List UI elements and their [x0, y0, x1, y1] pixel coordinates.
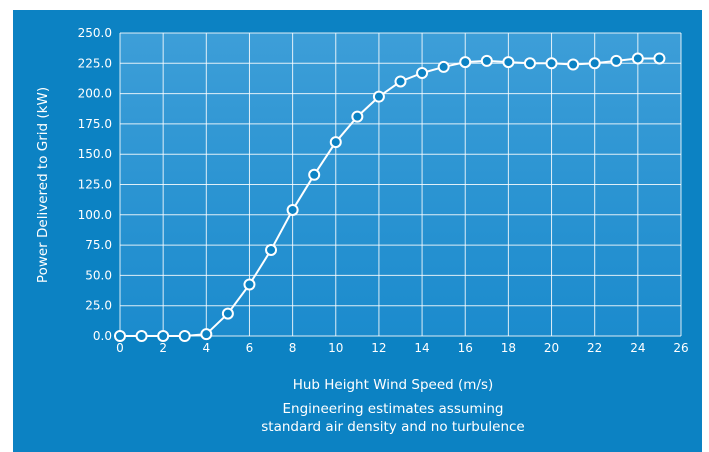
y-tick-label: 250.0: [78, 26, 112, 40]
data-point: [631, 52, 644, 65]
x-tick-label: 2: [159, 341, 167, 355]
data-point: [178, 330, 191, 342]
x-tick-label: 26: [673, 341, 688, 355]
data-point: [114, 330, 126, 342]
y-tick-label: 100.0: [78, 208, 112, 222]
data-point: [567, 58, 580, 71]
series-power-curve: [114, 52, 666, 342]
y-tick-label: 225.0: [78, 56, 112, 70]
y-tick-label: 150.0: [78, 147, 112, 161]
chart-note-line-1: Engineering estimates assuming: [283, 401, 504, 417]
data-point: [200, 328, 213, 341]
x-tick-label: 18: [501, 341, 516, 355]
data-point: [502, 56, 515, 69]
data-point: [286, 203, 299, 216]
data-point: [265, 243, 278, 256]
x-tick-label: 6: [246, 341, 254, 355]
chart-frame: 0 2 4 6 8 10 12 14 16 18 20 22 24 26 0.0 25.0 50.0 75.0 10…: [13, 10, 702, 452]
grid-lines: [119, 32, 682, 337]
x-tick-label: 10: [328, 341, 343, 355]
data-point: [588, 57, 601, 70]
x-tick-label: 16: [458, 341, 473, 355]
data-point: [135, 330, 148, 342]
data-point: [157, 330, 170, 342]
data-point: [437, 60, 450, 73]
x-tick-label: 0: [116, 341, 124, 355]
data-point: [523, 57, 536, 70]
data-point: [545, 57, 558, 70]
x-tick-label: 22: [587, 341, 602, 355]
data-point: [351, 110, 364, 123]
data-point: [221, 307, 234, 320]
data-point: [394, 75, 407, 88]
y-tick-label: 50.0: [85, 268, 112, 282]
data-point: [308, 168, 321, 181]
data-point: [480, 54, 493, 67]
y-axis-title: Power Delivered to Grid (kW): [35, 87, 51, 283]
x-tick-label: 24: [630, 341, 645, 355]
data-point: [610, 54, 623, 67]
data-point: [653, 52, 666, 65]
data-point: [243, 278, 256, 291]
data-point: [416, 66, 429, 79]
x-axis-title: Hub Height Wind Speed (m/s): [293, 377, 494, 393]
y-tick-label: 125.0: [78, 178, 112, 192]
chart-note-line-2: standard air density and no turbulence: [261, 419, 525, 435]
y-tick-label: 25.0: [85, 299, 112, 313]
tick-labels: 0 2 4 6 8 10 12 14 16 18 20 22 24 260.025.050.075.010…: [78, 26, 689, 355]
y-tick-label: 175.0: [78, 117, 112, 131]
y-tick-label: 0.0: [93, 329, 112, 343]
data-point: [329, 136, 342, 149]
power-curve-chart: 0 2 4 6 8 10 12 14 16 18 20 22 24 260.025.050.075.010…: [35, 26, 689, 435]
data-point: [459, 56, 472, 69]
x-tick-label: 4: [202, 341, 210, 355]
y-tick-label: 200.0: [78, 87, 112, 101]
y-tick-label: 75.0: [85, 238, 112, 252]
x-tick-label: 20: [544, 341, 559, 355]
x-tick-label: 8: [289, 341, 297, 355]
data-point: [372, 90, 385, 103]
x-tick-label: 14: [414, 341, 429, 355]
x-tick-label: 12: [371, 341, 386, 355]
